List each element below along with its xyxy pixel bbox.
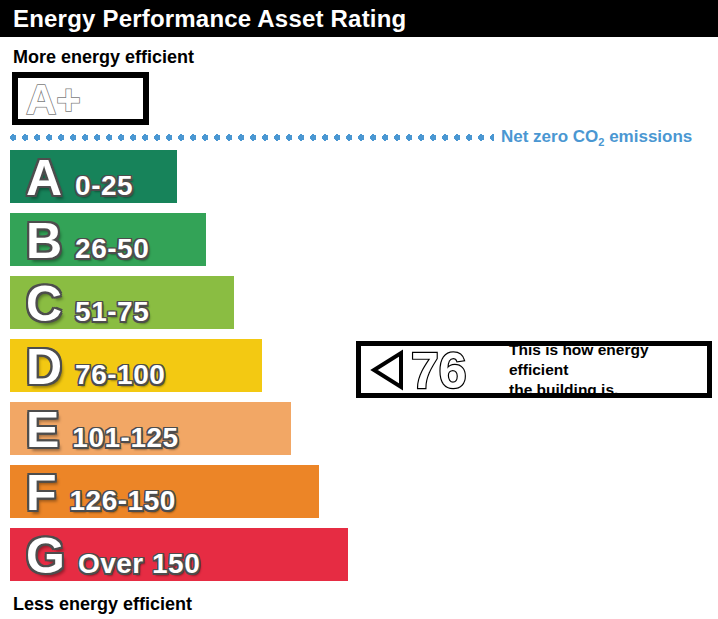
band-e-range: 101-125	[72, 422, 178, 454]
less-efficient-label: Less energy efficient	[13, 594, 192, 615]
band-g: G Over 150	[10, 528, 348, 581]
net-zero-text-prefix: Net zero CO	[501, 127, 598, 146]
a-plus-outline-text: A+	[18, 77, 138, 121]
band-a-plus: A+	[12, 72, 149, 125]
band-a-range: 0-25	[75, 170, 133, 202]
chart-title: Energy Performance Asset Rating	[0, 5, 406, 33]
band-b: B 26-50	[10, 213, 206, 266]
band-d-letter: D	[26, 339, 62, 395]
band-d: D 76-100	[10, 339, 262, 392]
band-g-range: Over 150	[78, 548, 200, 580]
more-efficient-label: More energy efficient	[13, 47, 194, 68]
rating-description: This is how energy efficient the buildin…	[509, 340, 707, 400]
band-a: A 0-25	[10, 150, 177, 203]
chart-header: Energy Performance Asset Rating	[0, 0, 718, 37]
band-c: C 51-75	[10, 276, 234, 329]
rating-description-line1: This is how energy efficient	[509, 340, 707, 380]
net-zero-label: Net zero CO2 emissions	[501, 127, 692, 148]
left-arrow-icon	[367, 348, 407, 392]
net-zero-text-suffix: emissions	[604, 127, 692, 146]
band-c-range: 51-75	[75, 296, 149, 328]
band-d-range: 76-100	[75, 359, 165, 391]
rating-value: 76	[411, 346, 467, 394]
rating-bands: A 0-25 B 26-50 C 51-75 D 76-100 E 101-12…	[10, 150, 348, 581]
band-f: F 126-150	[10, 465, 319, 518]
net-zero-dotted-line	[10, 133, 494, 142]
band-e-letter: E	[26, 402, 59, 458]
band-c-letter: C	[26, 276, 62, 332]
energy-performance-chart: Energy Performance Asset Rating More ene…	[0, 0, 718, 619]
band-e: E 101-125	[10, 402, 291, 455]
band-b-letter: B	[26, 213, 62, 269]
band-f-letter: F	[26, 465, 57, 521]
rating-value-outline-text: 76	[409, 346, 485, 394]
a-plus-label: A+	[26, 77, 81, 121]
current-rating-indicator: 76 This is how energy efficient the buil…	[356, 341, 712, 398]
rating-description-line2: the building is.	[509, 380, 707, 400]
band-b-range: 26-50	[75, 233, 149, 265]
band-a-letter: A	[26, 150, 62, 206]
band-g-letter: G	[26, 528, 65, 584]
band-f-range: 126-150	[70, 485, 176, 517]
